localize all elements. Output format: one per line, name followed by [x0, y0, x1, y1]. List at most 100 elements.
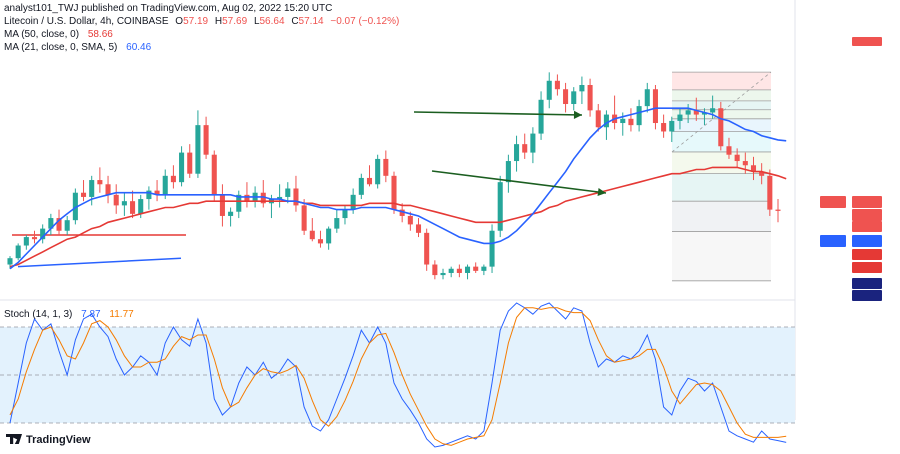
level-tag-4-bg [852, 290, 882, 301]
ohlc-close: 57.14 [298, 16, 324, 27]
ohlc-change: −0.07 (−0.12%) [330, 16, 400, 27]
candle-body-87 [718, 108, 724, 147]
candle-body-34 [285, 188, 291, 197]
ma21-label: MA (21, close, 0, SMA, 5) [4, 42, 118, 53]
candle-body-10 [89, 180, 95, 197]
candle-body-94 [775, 209, 781, 211]
fib-zone-9 [672, 231, 771, 281]
candle-body-40 [334, 218, 340, 229]
ohlc-high: 57.69 [222, 16, 248, 27]
candle-body-2 [23, 237, 29, 246]
fib-zone-8 [672, 201, 771, 232]
fib-zone-6 [672, 151, 771, 174]
candle-body-63 [522, 144, 528, 153]
ohlc-open-label: O [175, 16, 184, 27]
candle-body-69 [571, 91, 577, 105]
candle-body-83 [685, 110, 691, 115]
candle-body-80 [661, 123, 667, 132]
fib-zone-0 [672, 72, 771, 90]
candle-body-66 [546, 80, 552, 100]
candle-body-13 [113, 194, 119, 206]
candle-body-47 [391, 175, 397, 210]
stoch-band [0, 327, 795, 423]
candle-body-71 [587, 85, 593, 111]
candle-body-35 [293, 188, 299, 206]
tradingview-footer[interactable]: TradingView [6, 434, 91, 446]
ma50-line [9, 166, 787, 268]
candle-body-55 [456, 268, 462, 273]
ma21-value: 60.46 [126, 42, 152, 53]
candle-body-18 [154, 190, 160, 195]
candle-body-79 [652, 89, 658, 124]
candle-body-29 [244, 194, 250, 202]
candle-body-56 [464, 266, 471, 273]
candle-body-9 [80, 192, 87, 197]
candle-body-59 [489, 230, 495, 267]
ohlc-open: 57.19 [183, 16, 209, 27]
candle-body-61 [505, 161, 511, 183]
candle-body-14 [121, 201, 127, 206]
candle-body-85 [701, 112, 708, 115]
countdown-tag-bg [852, 221, 882, 232]
arrow-to-1618 [431, 170, 607, 194]
fib-zone-7 [672, 173, 771, 202]
candle-body-75 [620, 118, 626, 124]
candle-body-6 [56, 218, 62, 231]
ma50-legend[interactable]: MA (50, close, 0) 58.66 [4, 29, 113, 40]
trend-line [17, 257, 182, 268]
ohlc-high-label: H [214, 16, 223, 27]
ma21-legend[interactable]: MA (21, close, 0, SMA, 5) 60.46 [4, 42, 151, 53]
candle-body-7 [64, 220, 70, 231]
candle-body-20 [170, 175, 176, 183]
candle-body-26 [219, 194, 225, 216]
ohlc-close-label: C [291, 16, 299, 27]
price-scale-panel [795, 0, 900, 454]
candle-body-78 [644, 89, 650, 107]
candle-body-42 [350, 194, 356, 210]
candle-body-38 [317, 239, 324, 244]
ask-label-bg [820, 196, 846, 208]
candle-body-86 [710, 108, 716, 113]
candle-body-57 [473, 266, 479, 271]
candle-body-37 [309, 230, 315, 240]
candle-body-54 [448, 268, 454, 273]
candle-body-11 [97, 180, 103, 185]
candle-body-72 [595, 110, 601, 128]
arrow-to-1618-head [597, 187, 606, 197]
candle-body-15 [130, 201, 136, 214]
candle-body-22 [187, 152, 193, 174]
candle-body-52 [432, 264, 438, 276]
stoch-k-value: 7.87 [81, 309, 101, 320]
candle-body-23 [195, 125, 201, 174]
candle-body-44 [366, 177, 373, 185]
candle-body-53 [440, 272, 446, 276]
stoch-k-line [9, 302, 787, 448]
stoch-d-line [9, 307, 787, 446]
candle-body-50 [415, 224, 422, 233]
fib-zone-1 [672, 89, 771, 101]
candle-body-8 [72, 192, 78, 221]
candle-body-64 [530, 133, 536, 153]
last-price-tag-bg [852, 209, 882, 221]
candle-body-65 [538, 99, 544, 134]
ohlc-low-label: L [253, 16, 260, 27]
symbol-info: Litecoin / U.S. Dollar, 4h, COINBASE O57… [4, 16, 399, 27]
ask-tag-bg [852, 196, 882, 208]
candle-body-67 [554, 80, 560, 90]
bid-label-bg [820, 235, 846, 247]
candle-body-90 [742, 161, 748, 166]
stoch-legend[interactable]: Stoch (14, 1, 3) 7.87 11.77 [4, 309, 134, 320]
candle-body-0 [7, 258, 13, 265]
bid-tag-bg [852, 235, 882, 247]
candle-body-19 [162, 175, 168, 195]
tradingview-logo-icon [6, 434, 22, 444]
level-tag-2-bg [852, 262, 882, 273]
candle-body-68 [563, 89, 569, 105]
candle-body-46 [383, 158, 389, 176]
candle-body-51 [424, 232, 430, 265]
candle-body-76 [628, 118, 634, 126]
candle-body-5 [48, 218, 54, 229]
candle-body-41 [342, 209, 348, 219]
candle-body-39 [326, 228, 332, 244]
